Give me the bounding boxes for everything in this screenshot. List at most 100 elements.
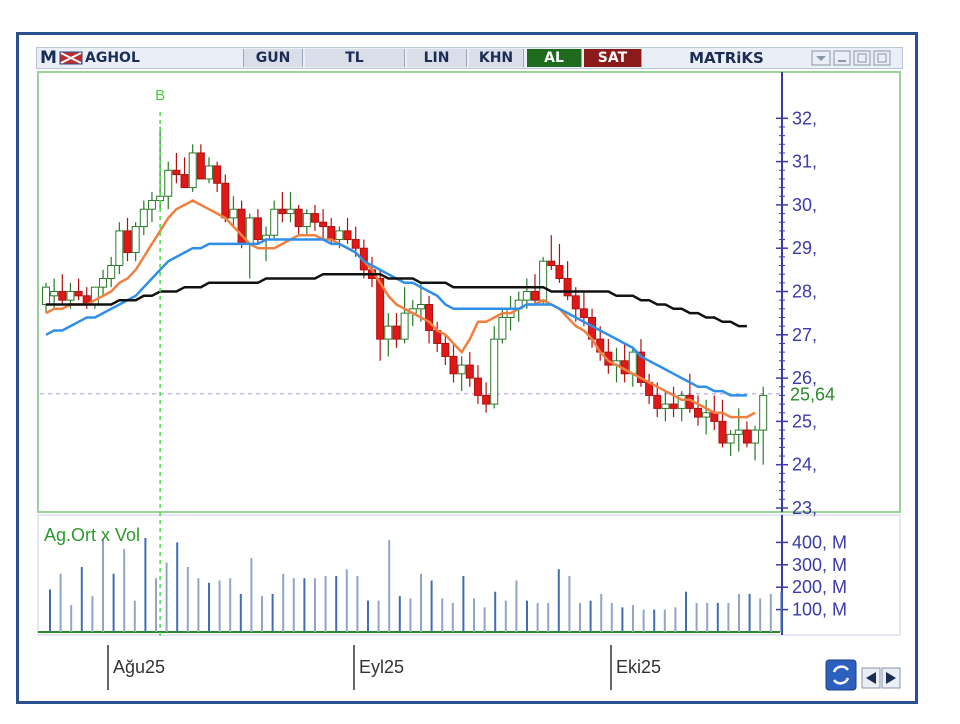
- symbol-field[interactable]: AGHOL: [85, 50, 140, 66]
- moving-average-lines: [45, 199, 756, 419]
- candle-body: [302, 213, 311, 228]
- y-tick-label: 30,: [792, 195, 817, 215]
- month-label: Eyl25: [359, 657, 404, 677]
- dropdown-icon[interactable]: [811, 50, 831, 66]
- candle-body: [123, 230, 132, 254]
- y-tick-label: 28,: [792, 282, 817, 302]
- price-axis: 32, 31, 30, 29, 28, 27, 26, 25, 24, 23,: [776, 108, 817, 518]
- candle-body: [759, 394, 768, 431]
- candle-body: [294, 208, 303, 228]
- y-tick-label: 26,: [792, 368, 817, 388]
- vol-tick-label: 100, M: [792, 600, 847, 620]
- nav-left-button[interactable]: [861, 667, 881, 689]
- refresh-button[interactable]: [825, 659, 857, 691]
- candle-body: [400, 312, 409, 340]
- candle-body: [221, 182, 230, 219]
- buy-button[interactable]: AL: [527, 49, 582, 67]
- minimize-icon[interactable]: [833, 50, 851, 66]
- candle-body: [547, 260, 556, 267]
- candle-body: [555, 265, 564, 280]
- signal-marker: B: [155, 87, 165, 104]
- candle-body: [726, 433, 735, 444]
- moving-average-line: [45, 199, 756, 419]
- month-label: Eki25: [616, 657, 661, 677]
- candle-body: [351, 239, 360, 249]
- candle-body: [694, 407, 702, 418]
- candle-body: [677, 394, 686, 409]
- candle-body: [425, 303, 434, 331]
- candle-body: [286, 208, 295, 215]
- candle-body: [734, 429, 743, 435]
- candle-body: [319, 221, 328, 228]
- arrow-right-icon: [886, 672, 896, 684]
- candle-body: [115, 230, 124, 267]
- volume-panel-title: Ag.Ort x Vol: [44, 525, 140, 545]
- candle-body: [571, 295, 580, 310]
- candle-body: [205, 165, 213, 180]
- mode-letter[interactable]: M: [40, 48, 57, 68]
- candle-body: [66, 291, 75, 301]
- candle-body: [131, 226, 140, 254]
- candle-body: [50, 291, 59, 297]
- candle-body: [310, 213, 319, 223]
- candle-body: [253, 217, 262, 241]
- candle-body: [278, 208, 287, 215]
- vol-tick-label: 400, M: [792, 532, 847, 552]
- brand-label: MATRiKS: [689, 49, 764, 67]
- candle-body: [563, 278, 572, 297]
- y-tick-label: 27,: [792, 325, 817, 345]
- vol-tick-label: 300, M: [792, 555, 847, 575]
- candle-body: [636, 351, 645, 383]
- candle-body: [229, 208, 238, 219]
- y-tick-label: 24,: [792, 455, 817, 475]
- candle-body: [180, 174, 189, 189]
- candle-body: [710, 412, 719, 422]
- volume-panel-border: [37, 514, 901, 636]
- price-panel-border: [37, 71, 901, 513]
- candle-body: [376, 278, 385, 340]
- candle-body: [416, 303, 425, 310]
- candle-body: [531, 291, 539, 301]
- candle-body: [669, 403, 678, 409]
- candle-body: [751, 429, 760, 444]
- candle-body: [465, 364, 474, 379]
- candle-body: [653, 394, 662, 409]
- candle-body: [270, 208, 279, 236]
- scale-button[interactable]: LIN: [407, 49, 467, 67]
- maximize-icon[interactable]: [853, 50, 871, 66]
- candle-body: [742, 429, 751, 444]
- y-tick-label: 23,: [792, 498, 817, 518]
- candle-body: [457, 364, 466, 375]
- sell-button[interactable]: SAT: [584, 49, 642, 67]
- chart-toolbar: M AGHOL GUN TL LIN KHN AL SAT MATRiKS: [36, 47, 903, 69]
- candle-body: [99, 278, 108, 288]
- candle-body: [213, 165, 222, 184]
- period-button[interactable]: GUN: [243, 49, 303, 67]
- candle-body: [482, 394, 491, 405]
- candle-body: [522, 291, 531, 301]
- nav-right-button[interactable]: [881, 667, 901, 689]
- candle-body: [147, 200, 156, 210]
- last-price-label: 25,64: [790, 385, 835, 405]
- candle-body: [579, 308, 588, 318]
- candle-body: [661, 403, 670, 409]
- close-icon[interactable]: [873, 50, 891, 66]
- volume-bars: [49, 537, 783, 632]
- vol-tick-label: 200, M: [792, 577, 847, 597]
- arrow-left-icon: [866, 672, 876, 684]
- candle-body: [628, 351, 637, 375]
- candle-body: [156, 195, 165, 202]
- candle-body: [343, 230, 352, 241]
- candle-body: [42, 286, 50, 305]
- candle-body: [335, 230, 344, 241]
- refresh-icon: [832, 665, 850, 685]
- currency-button[interactable]: TL: [305, 49, 405, 67]
- month-label: Ağu25: [113, 657, 165, 677]
- y-tick-label: 29,: [792, 238, 817, 258]
- candle-body: [107, 265, 116, 280]
- candle-body: [539, 260, 548, 301]
- candle-body: [74, 291, 83, 297]
- khn-button[interactable]: KHN: [469, 49, 524, 67]
